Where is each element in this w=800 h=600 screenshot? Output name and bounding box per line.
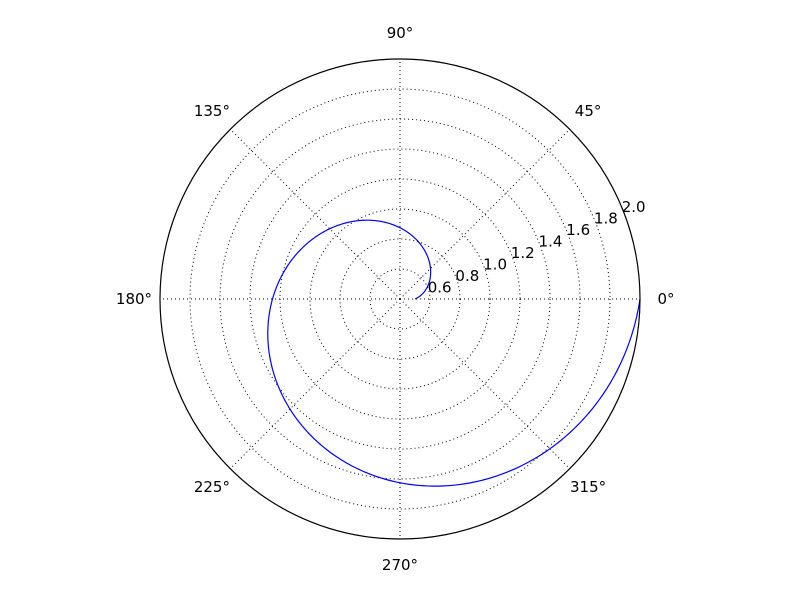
r-gridline bbox=[279, 178, 521, 420]
r-gridline bbox=[369, 268, 431, 330]
theta-gridline-225 bbox=[229, 298, 401, 470]
r-tick-label: 1.2 bbox=[511, 244, 535, 262]
theta-tick-label: 270° bbox=[382, 556, 418, 574]
series-line-0 bbox=[267, 219, 641, 487]
grid-layer bbox=[160, 59, 640, 539]
r-tick-label: 1.8 bbox=[594, 210, 618, 228]
theta-tick-label: 315° bbox=[570, 478, 606, 496]
r-tick-label: 0.8 bbox=[455, 267, 479, 285]
r-gridline bbox=[189, 88, 611, 510]
theta-gridline-45 bbox=[399, 128, 571, 300]
theta-tick-label: 225° bbox=[194, 478, 230, 496]
theta-tick-label: 0° bbox=[657, 290, 674, 308]
theta-gridline-135 bbox=[229, 128, 401, 300]
polar-frame bbox=[159, 58, 641, 540]
r-gridline bbox=[219, 118, 581, 480]
r-gridline bbox=[339, 238, 461, 360]
theta-tick-label: 90° bbox=[387, 24, 414, 42]
r-tick-label: 1.6 bbox=[566, 221, 590, 239]
r-tick-label: 1.0 bbox=[483, 256, 507, 274]
theta-tick-label: 180° bbox=[116, 290, 152, 308]
theta-gridline-315 bbox=[399, 298, 571, 470]
series-layer bbox=[267, 219, 641, 487]
r-tick-label: 2.0 bbox=[622, 198, 646, 216]
r-tick-label: 1.4 bbox=[539, 233, 563, 251]
theta-tick-label: 45° bbox=[575, 102, 602, 120]
theta-tick-label: 135° bbox=[194, 102, 230, 120]
r-gridline bbox=[309, 208, 491, 390]
r-gridline bbox=[249, 148, 551, 450]
label-layer: 0° 45° 90° 135° 180° 225° 270° 315° 0.60.81.01.2… bbox=[116, 24, 675, 574]
r-tick-label: 0.6 bbox=[428, 279, 452, 297]
